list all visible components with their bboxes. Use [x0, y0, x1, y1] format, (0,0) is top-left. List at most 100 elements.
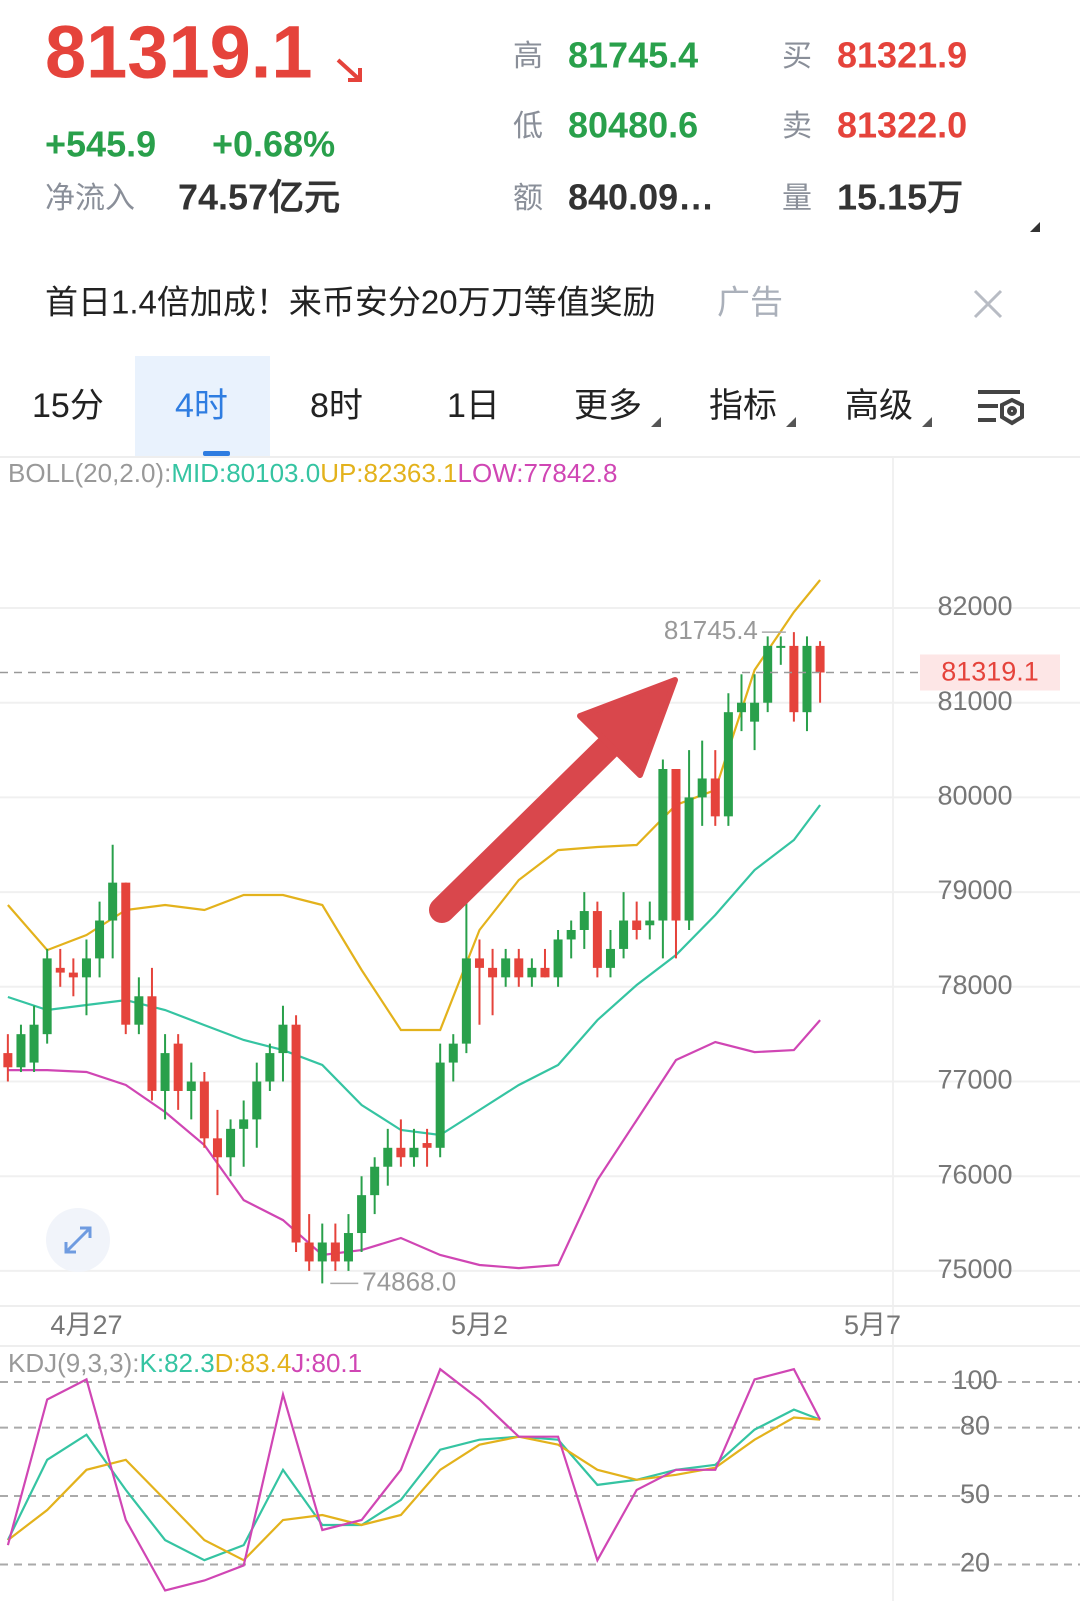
candle-body: [776, 645, 786, 648]
close-ad[interactable]: [973, 289, 1003, 319]
indicator-line: [7, 1416, 821, 1562]
change-pct: +0.68%: [212, 124, 335, 165]
indicator-line: [7, 804, 821, 1137]
y-tick-label: 81000: [937, 686, 1012, 716]
candle-body: [173, 1043, 183, 1091]
candle-body: [186, 1081, 196, 1091]
y-tick-label: 75000: [937, 1254, 1012, 1284]
candle-body: [29, 1024, 39, 1063]
legend-entry: LOW:77842.8: [458, 458, 618, 488]
stat-label: 买: [782, 40, 812, 73]
candle-body: [42, 958, 52, 1035]
stat-label: 量: [782, 182, 812, 215]
stat-value: 81745.4: [568, 35, 698, 76]
annotation-label: 74868.0: [362, 1266, 456, 1296]
y-tick-label: 80: [960, 1411, 990, 1441]
candle-body: [461, 958, 471, 1044]
y-tick-label: 78000: [937, 970, 1012, 1000]
net-inflow-label: 净流入: [45, 182, 135, 215]
candle-body: [343, 1233, 353, 1262]
candle-body: [435, 1062, 445, 1148]
candle-body: [317, 1242, 327, 1262]
tab[interactable]: 8时: [310, 387, 363, 425]
candle-body: [95, 920, 105, 959]
price: 81319.1: [45, 11, 313, 94]
ad-text[interactable]: 首日1.4倍加成！来币安分20万刀等值奖励: [45, 284, 656, 321]
stat-value: 80480.6: [568, 105, 698, 146]
fullscreen-button[interactable]: [46, 1208, 110, 1272]
candle-body: [723, 712, 733, 817]
indicator-line: [6, 1367, 822, 1592]
candle-body: [645, 920, 655, 926]
tab[interactable]: 高级: [845, 387, 913, 425]
candle-body: [422, 1143, 432, 1148]
candle-body: [619, 920, 629, 949]
candle-body: [501, 958, 511, 978]
legend-entry: J:80.1: [291, 1348, 362, 1378]
candle-body: [330, 1242, 340, 1262]
candle-body: [579, 911, 589, 930]
y-tick-label: 20: [960, 1548, 990, 1578]
tab[interactable]: 更多: [574, 387, 642, 425]
stat-value: 81321.9: [837, 35, 967, 76]
candle-body: [789, 645, 799, 713]
candle-body: [55, 967, 65, 973]
expand-caret[interactable]: [1030, 222, 1040, 232]
change: +545.9: [45, 124, 156, 165]
ad-tag: 广告: [717, 284, 783, 321]
candle-body: [265, 1053, 275, 1082]
candle-body: [815, 645, 825, 673]
candle-body: [199, 1081, 209, 1139]
candle-body: [697, 778, 707, 798]
y-tick-label: 82000: [937, 591, 1012, 621]
stat-value: 15.15万: [837, 177, 963, 218]
candle-body: [147, 996, 157, 1091]
stat-label: 额: [513, 182, 543, 215]
candle-body: [383, 1147, 393, 1167]
candle-body: [566, 929, 576, 940]
caret: [786, 417, 796, 427]
indicator-line: [6, 1408, 821, 1562]
candle-body: [763, 645, 773, 703]
settings-icon[interactable]: [978, 390, 1024, 426]
tab[interactable]: 15分: [32, 387, 104, 425]
candle-body: [671, 769, 681, 921]
candle-body: [134, 996, 144, 1025]
candle-body: [632, 920, 642, 930]
candle-body: [68, 972, 78, 978]
caret: [922, 417, 932, 427]
candle-body: [802, 645, 812, 713]
y-tick-label: 50: [960, 1479, 990, 1509]
legend-entry: MID:80103.0: [171, 458, 320, 488]
candle-body: [592, 911, 602, 968]
candle-body: [16, 1034, 26, 1068]
candle-body: [370, 1166, 380, 1196]
legend: KDJ(9,3,3):K:82.3D:83.4J:80.1: [8, 1348, 362, 1378]
active-tab-bg: [135, 356, 270, 456]
indicator-title: BOLL(20,2.0):: [8, 458, 171, 488]
y-tick-label: 100: [952, 1365, 997, 1395]
legend-entry: D:83.4: [215, 1348, 292, 1378]
trend-arrow: [429, 677, 678, 923]
candle-body: [474, 958, 484, 968]
candle-body: [448, 1043, 458, 1063]
candle-body: [291, 1024, 301, 1243]
stat-label: 高: [513, 40, 543, 73]
stat-label: 卖: [782, 110, 812, 143]
candle-body: [605, 948, 615, 968]
y-tick-label: 77000: [937, 1065, 1012, 1095]
caret: [651, 417, 661, 427]
y-tick-label: 80000: [937, 781, 1012, 811]
candle-body: [160, 1053, 170, 1091]
candle-body: [357, 1195, 367, 1234]
indicator-line: [7, 1019, 821, 1270]
tab[interactable]: 指标: [709, 387, 777, 425]
candle-body: [396, 1147, 406, 1158]
candle-body: [121, 882, 131, 1025]
last-price-box: [920, 654, 1060, 691]
net-inflow: 74.57亿元: [178, 177, 340, 218]
legend: BOLL(20,2.0):MID:80103.0UP:82363.1LOW:77…: [8, 458, 617, 488]
candle-body: [81, 958, 91, 978]
tab[interactable]: 1日: [447, 387, 500, 425]
tab[interactable]: 4时: [175, 387, 228, 425]
